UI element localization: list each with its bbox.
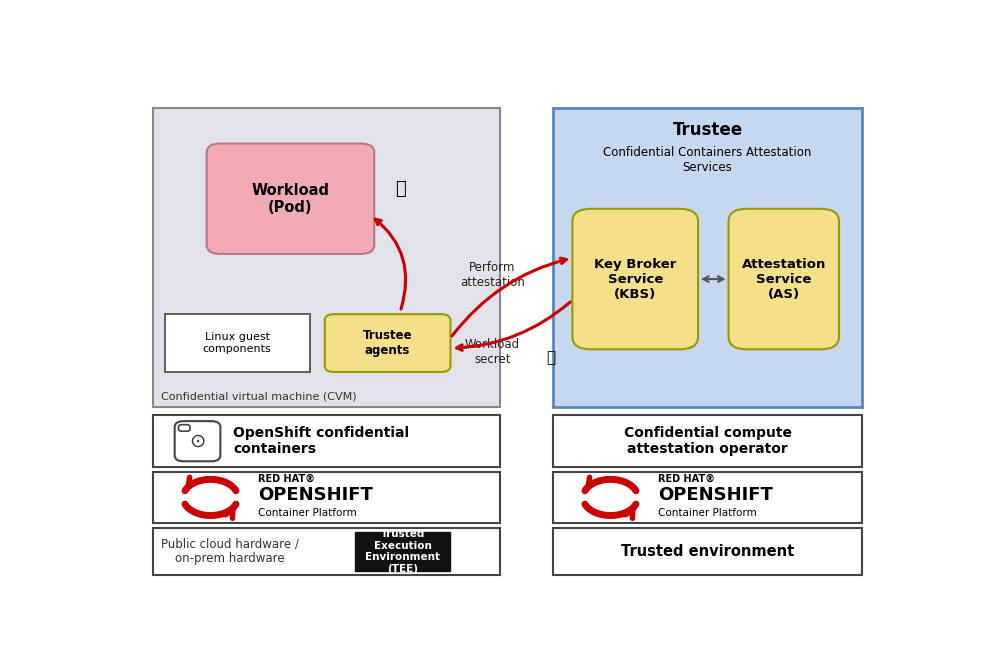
FancyBboxPatch shape	[553, 415, 862, 467]
Text: ⊙: ⊙	[190, 432, 205, 451]
Text: Linux guest
components: Linux guest components	[202, 333, 271, 354]
FancyBboxPatch shape	[153, 472, 500, 522]
Text: Confidential compute
attestation operator: Confidential compute attestation operato…	[623, 426, 791, 456]
Text: Container Platform: Container Platform	[258, 509, 357, 518]
Text: RED HAT®: RED HAT®	[658, 473, 715, 483]
FancyBboxPatch shape	[553, 472, 862, 522]
Text: Key Broker
Service
(KBS): Key Broker Service (KBS)	[594, 258, 676, 301]
Text: Trusted
Execution
Environment
(TEE): Trusted Execution Environment (TEE)	[366, 529, 440, 574]
Text: RED HAT®: RED HAT®	[258, 473, 315, 483]
Text: Confidential Containers Attestation
Services: Confidential Containers Attestation Serv…	[604, 146, 812, 174]
Text: OPENSHIFT: OPENSHIFT	[658, 486, 773, 505]
FancyBboxPatch shape	[153, 527, 500, 575]
FancyBboxPatch shape	[206, 143, 375, 254]
FancyBboxPatch shape	[153, 415, 500, 467]
Text: Confidential virtual machine (CVM): Confidential virtual machine (CVM)	[161, 391, 357, 401]
Text: Container Platform: Container Platform	[658, 509, 757, 518]
FancyBboxPatch shape	[572, 209, 698, 349]
Text: Workload
(Pod): Workload (Pod)	[252, 183, 329, 215]
Text: Trustee: Trustee	[672, 121, 742, 139]
FancyBboxPatch shape	[553, 527, 862, 575]
Text: 🔑: 🔑	[395, 180, 406, 198]
FancyBboxPatch shape	[728, 209, 839, 349]
Text: 🔑: 🔑	[547, 350, 555, 365]
Text: Attestation
Service
(AS): Attestation Service (AS)	[741, 258, 826, 301]
FancyBboxPatch shape	[175, 421, 220, 462]
Text: Trustee
agents: Trustee agents	[363, 329, 413, 357]
FancyBboxPatch shape	[153, 108, 500, 407]
Text: Perform
attestation: Perform attestation	[460, 261, 525, 289]
Text: Public cloud hardware /
on-prem hardware: Public cloud hardware / on-prem hardware	[160, 537, 299, 565]
Text: OpenShift confidential
containers: OpenShift confidential containers	[233, 426, 410, 456]
FancyBboxPatch shape	[324, 314, 450, 372]
FancyBboxPatch shape	[179, 424, 190, 431]
FancyBboxPatch shape	[553, 108, 862, 407]
Text: OPENSHIFT: OPENSHIFT	[258, 486, 373, 505]
FancyBboxPatch shape	[355, 532, 450, 571]
Text: Workload
secret: Workload secret	[465, 338, 520, 366]
FancyBboxPatch shape	[165, 314, 310, 372]
Text: Trusted environment: Trusted environment	[621, 544, 794, 559]
